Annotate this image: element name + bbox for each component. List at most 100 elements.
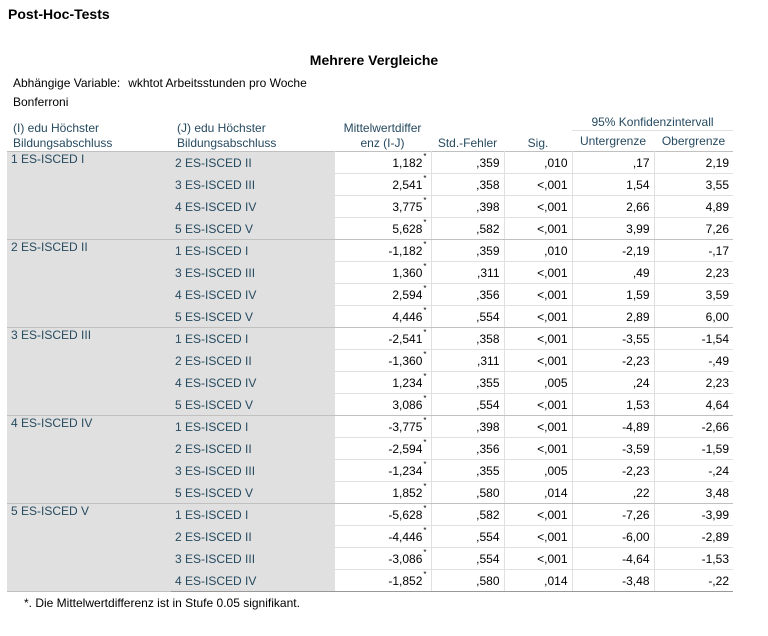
std-error-cell: ,398 [430, 415, 504, 438]
table-row: 3 ES-ISCED III 2,541* ,358 <,001 1,54 3,55 [7, 173, 733, 196]
ci-upper-cell: -,49 [653, 349, 733, 372]
header-ci: 95% Konfidenzintervall [572, 112, 733, 131]
comparison-label: 4 ES-ISCED IV [171, 283, 334, 306]
ci-lower-cell: ,49 [571, 261, 654, 284]
ci-upper-cell: -1,59 [653, 437, 733, 460]
mean-difference-cell: 2,594* [333, 283, 431, 306]
comparison-label: 4 ES-ISCED IV [171, 195, 334, 218]
std-error-cell: ,358 [430, 327, 504, 350]
comparison-label: 3 ES-ISCED III [171, 173, 334, 196]
std-error-cell: ,580 [430, 481, 504, 504]
std-error-cell: ,356 [430, 283, 504, 306]
mean-difference-cell: 3,775* [333, 195, 431, 218]
std-error-cell: ,554 [430, 305, 504, 328]
mean-difference-value: -1,360 [388, 353, 423, 368]
mean-difference-cell: -1,182* [333, 239, 431, 262]
ci-lower-cell: -3,55 [571, 327, 654, 350]
mean-difference-value: 1,234 [392, 375, 423, 390]
table-row: 3 ES-ISCED III -3,086* ,554 <,001 -4,64 -1,53 [7, 547, 733, 570]
significance-star: * [423, 305, 427, 315]
table-row: 5 ES-ISCED V 5,628* ,582 <,001 3,99 7,26 [7, 217, 733, 240]
mean-difference-value: -1,182 [388, 243, 423, 258]
significance-star: * [423, 459, 427, 469]
significance-star: * [423, 525, 427, 535]
std-error-cell: ,355 [430, 371, 504, 394]
mean-difference-value: -5,628 [388, 507, 423, 522]
sig-cell: <,001 [503, 195, 572, 218]
significance-star: * [423, 415, 427, 425]
mean-difference-value: -4,446 [388, 529, 423, 544]
ci-upper-cell: -,24 [653, 459, 733, 482]
ci-upper-cell: 6,00 [653, 305, 733, 328]
ci-lower-cell: -7,26 [571, 503, 654, 526]
footnote: *. Die Mittelwertdifferenz ist in Stufe … [24, 596, 300, 610]
mean-difference-cell: -1,852* [333, 569, 431, 592]
ci-lower-cell: -2,19 [571, 239, 654, 262]
mean-difference-cell: -1,234* [333, 459, 431, 482]
std-error-cell: ,398 [430, 195, 504, 218]
mean-difference-cell: -4,446* [333, 525, 431, 548]
section-title: Post-Hoc-Tests [8, 6, 110, 22]
std-error-cell: ,554 [430, 547, 504, 570]
mean-difference-cell: -2,541* [333, 327, 431, 350]
ci-lower-cell: -3,59 [571, 437, 654, 460]
ci-upper-cell: -2,89 [653, 525, 733, 548]
sig-cell: ,005 [503, 371, 572, 394]
sig-cell: ,014 [503, 569, 572, 592]
ci-upper-cell: -1,54 [653, 327, 733, 350]
dependent-variable: Abhängige Variable: wkhtot Arbeitsstunden… [13, 76, 307, 90]
comparison-label: 5 ES-ISCED V [171, 305, 334, 328]
table-row: 3 ES-ISCED III -1,234* ,355,005 -2,23 -,24 [7, 459, 733, 482]
ci-lower-cell: ,17 [571, 151, 654, 174]
comparison-label: 5 ES-ISCED V [171, 393, 334, 416]
mean-difference-value: -2,541 [388, 331, 423, 346]
table-row: 4 ES-ISCED IV 1,234* ,355,005,24 2,23 [7, 371, 733, 394]
ci-upper-cell: 2,23 [653, 371, 733, 394]
table-title: Mehrere Vergleiche [309, 52, 439, 68]
ci-upper-cell: -3,99 [653, 503, 733, 526]
table-row: 5 ES-ISCED V 4,446* ,554 <,001 2,89 6,00 [7, 305, 733, 328]
comparison-label: 1 ES-ISCED I [171, 239, 334, 262]
header-diff: Mittelwertdiffer enz (I-J) [343, 121, 422, 150]
mean-difference-cell: 1,852* [333, 481, 431, 504]
significance-star: * [423, 547, 427, 557]
ci-lower-cell: -4,89 [571, 415, 654, 438]
std-error-cell: ,554 [430, 525, 504, 548]
comparison-label: 1 ES-ISCED I [171, 415, 334, 438]
group-label: 2 ES-ISCED II [7, 239, 171, 328]
comparison-label: 2 ES-ISCED II [171, 151, 334, 174]
comparison-label: 2 ES-ISCED II [171, 525, 334, 548]
table-row: 2 ES-ISCED II -1,360* ,311 <,001 -2,23 -,49 [7, 349, 733, 372]
table-row: 4 ES-ISCED IV -1,852* ,580,014 -3,48 -,22 [7, 569, 733, 592]
mean-difference-cell: -2,594* [333, 437, 431, 460]
mean-difference-cell: -5,628* [333, 503, 431, 526]
table-row: 5 ES-ISCED V 1,852* ,580,014,22 3,48 [7, 481, 733, 504]
ci-lower-cell: -4,64 [571, 547, 654, 570]
std-error-cell: ,554 [430, 393, 504, 416]
group-label: 5 ES-ISCED V [7, 503, 171, 592]
table-row: 3 ES-ISCED III 1 ES-ISCED I -2,541* ,358 <,0… [7, 327, 733, 416]
header-se: Std.-Fehler [437, 136, 498, 150]
ci-upper-cell: 7,26 [653, 217, 733, 240]
mean-difference-value: 4,446 [392, 309, 423, 324]
table-row: 4 ES-ISCED IV 1 ES-ISCED I -3,775* ,398 <,00… [7, 415, 733, 504]
mean-difference-cell: 1,360* [333, 261, 431, 284]
ci-lower-cell: 1,54 [571, 173, 654, 196]
ci-lower-cell: 3,99 [571, 217, 654, 240]
sig-cell: <,001 [503, 173, 572, 196]
mean-difference-value: 2,594 [392, 287, 423, 302]
sig-cell: <,001 [503, 393, 572, 416]
sig-cell: <,001 [503, 349, 572, 372]
table-row: 2 ES-ISCED II -2,594* ,356 <,001 -3,59 -1,59 [7, 437, 733, 460]
ci-upper-cell: 2,19 [653, 151, 733, 174]
header-sig: Sig. [527, 136, 549, 150]
mean-difference-cell: -1,360* [333, 349, 431, 372]
table-row: 3 ES-ISCED III 1,360* ,311 <,001,49 2,23 [7, 261, 733, 284]
significance-star: * [423, 371, 427, 381]
sig-cell: <,001 [503, 415, 572, 438]
table-row: 4 ES-ISCED IV 3,775* ,398 <,001 2,66 4,89 [7, 195, 733, 218]
sig-cell: ,010 [503, 151, 572, 174]
comparison-label: 4 ES-ISCED IV [171, 371, 334, 394]
significance-star: * [423, 195, 427, 205]
